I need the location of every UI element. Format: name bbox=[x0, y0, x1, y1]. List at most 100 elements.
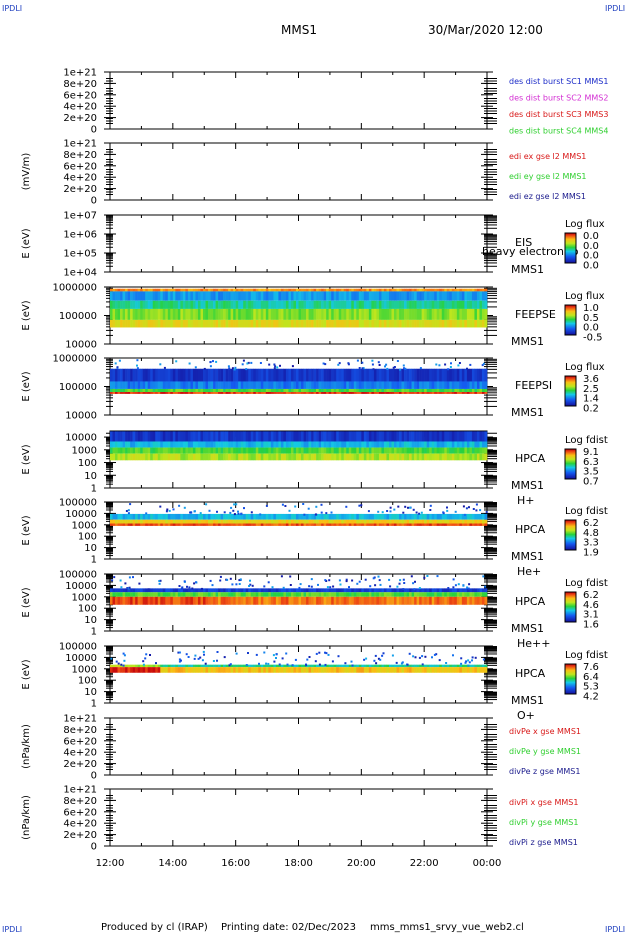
spectrogram-cell bbox=[386, 441, 390, 448]
spectrogram-cell bbox=[213, 291, 216, 301]
spectrogram-cell bbox=[343, 368, 347, 382]
spectrogram-cell bbox=[278, 513, 282, 520]
spectrogram-speckle bbox=[402, 511, 405, 514]
spectrogram-cell bbox=[394, 588, 397, 593]
spectrogram-cell bbox=[117, 523, 121, 526]
spectrogram-cell bbox=[190, 368, 194, 382]
spectrogram-cell bbox=[388, 368, 392, 382]
spectrogram-speckle bbox=[351, 664, 354, 667]
spectrogram-cell bbox=[295, 392, 299, 394]
spectrogram-cell bbox=[346, 447, 350, 454]
spectrogram-cell bbox=[381, 368, 385, 382]
spectrogram-cell bbox=[441, 291, 445, 301]
spectrogram-cell bbox=[235, 300, 239, 309]
spectrogram-speckle bbox=[314, 660, 317, 663]
spectrogram-cell bbox=[436, 513, 440, 520]
spectrogram-cell bbox=[165, 667, 169, 673]
spectrogram-cell bbox=[112, 368, 116, 382]
spectrogram-cell bbox=[456, 392, 460, 394]
spectrogram-cell bbox=[243, 288, 247, 292]
colorbar-segment bbox=[565, 315, 576, 317]
spectrogram-speckle bbox=[216, 659, 218, 662]
spectrogram-cell bbox=[167, 513, 171, 520]
spectrogram-cell bbox=[290, 667, 294, 673]
spectrogram-cell bbox=[273, 388, 277, 393]
spectrogram-cell bbox=[346, 513, 350, 520]
spectrogram-cell bbox=[245, 523, 249, 526]
spectrogram-cell bbox=[338, 388, 342, 393]
spectrogram-cell bbox=[263, 431, 267, 442]
spectrogram-cell bbox=[115, 596, 118, 605]
spectrogram-cell bbox=[308, 319, 312, 328]
spectrogram-cell bbox=[316, 667, 319, 673]
panel-7: E (eV)100000100001000100101HPCAMMS1He+Lo… bbox=[21, 498, 608, 579]
spectrogram-cell bbox=[125, 291, 128, 301]
spectrogram-cell bbox=[195, 588, 199, 593]
spectrogram-cell bbox=[215, 441, 219, 448]
spectrogram-cell bbox=[484, 513, 488, 520]
spectrogram-cell bbox=[145, 453, 148, 461]
spectrogram-cell bbox=[454, 667, 458, 673]
spectrogram-cell bbox=[323, 381, 327, 389]
spectrogram-cell bbox=[298, 288, 302, 292]
spectrogram-cell bbox=[265, 308, 269, 320]
panel-frame bbox=[109, 645, 488, 704]
spectrogram-cell bbox=[406, 592, 410, 597]
spectrogram-cell bbox=[283, 513, 287, 520]
panel-frame bbox=[109, 142, 488, 201]
spectrogram-cell bbox=[238, 664, 241, 668]
spectrogram-cell bbox=[220, 291, 224, 301]
spectrogram-cell bbox=[225, 513, 229, 520]
spectrogram-cell bbox=[145, 588, 148, 593]
spectrogram-cell bbox=[270, 667, 274, 673]
spectrogram-cell bbox=[424, 592, 427, 597]
spectrogram-speckle bbox=[122, 652, 125, 655]
spectrogram-cell bbox=[265, 588, 269, 593]
spectrogram-cell bbox=[424, 664, 427, 668]
colorbar-segment bbox=[565, 253, 576, 255]
spectrogram-cell bbox=[313, 519, 317, 524]
spectrogram-cell bbox=[331, 308, 334, 320]
spectrogram-cell bbox=[464, 523, 468, 526]
spectrogram-speckle bbox=[303, 513, 306, 516]
colorbar-segment bbox=[565, 669, 576, 671]
spectrogram-cell bbox=[333, 381, 337, 389]
spectrogram-cell bbox=[298, 592, 302, 597]
spectrogram-cell bbox=[293, 392, 297, 394]
spectrogram-cell bbox=[180, 319, 184, 328]
spectrogram-cell bbox=[368, 453, 372, 461]
spectrogram-cell bbox=[248, 523, 252, 526]
spectrogram-speckle bbox=[318, 663, 321, 666]
spectrogram-cell bbox=[351, 381, 355, 389]
spectrogram-cell bbox=[270, 519, 274, 524]
spectrogram-cell bbox=[416, 592, 420, 597]
spectrogram-cell bbox=[404, 431, 407, 442]
spectrogram-cell bbox=[439, 381, 443, 389]
spectrogram-cell bbox=[333, 291, 337, 301]
y-tick-label: 10000 bbox=[65, 509, 97, 520]
colorbar-segment bbox=[565, 325, 576, 327]
spectrogram-cell bbox=[260, 453, 264, 461]
spectrogram-cell bbox=[210, 441, 214, 448]
spectrogram-cell bbox=[394, 388, 397, 393]
spectrogram-cell bbox=[479, 523, 483, 526]
spectrogram-cell bbox=[248, 368, 252, 382]
spectrogram-cell bbox=[346, 392, 350, 394]
spectrogram-cell bbox=[225, 288, 229, 292]
spectrogram-cell bbox=[466, 368, 470, 382]
spectrogram-cell bbox=[343, 447, 347, 454]
spectrogram-cell bbox=[469, 453, 473, 461]
spectrogram-cell bbox=[371, 319, 375, 328]
spectrogram-cell bbox=[358, 596, 362, 605]
spectrogram-cell bbox=[182, 513, 186, 520]
spectrogram-cell bbox=[228, 392, 231, 394]
spectrogram-cell bbox=[263, 523, 267, 526]
spectrogram-cell bbox=[371, 519, 375, 524]
spectrogram-cell bbox=[162, 441, 166, 448]
spectrogram-cell bbox=[192, 523, 196, 526]
spectrogram-cell bbox=[366, 368, 370, 382]
spectrogram-speckle bbox=[412, 508, 415, 511]
spectrogram-cell bbox=[218, 288, 221, 292]
spectrogram-cell bbox=[155, 667, 159, 673]
spectrogram-cell bbox=[421, 319, 425, 328]
